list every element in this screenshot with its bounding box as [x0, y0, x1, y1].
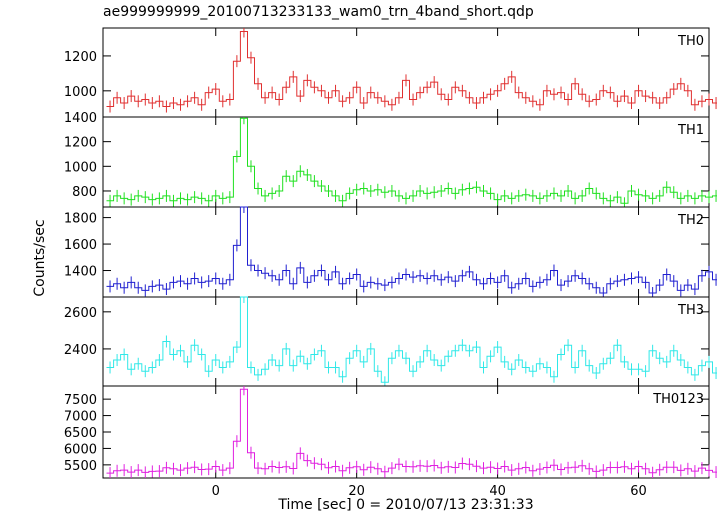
ytick-label-th0-1: 1200: [64, 50, 97, 65]
ytick-label-th2-0: 1400: [64, 265, 97, 280]
x-axis-label: Time [sec] 0 = 2010/07/13 23:31:33: [278, 497, 534, 513]
panel-label-th2: TH2: [677, 213, 704, 228]
series-th3: [106, 296, 717, 383]
panel-label-th0123: TH0123: [652, 392, 704, 407]
series-th0: [106, 31, 717, 107]
series-th1: [106, 117, 717, 204]
panel-label-th0: TH0: [677, 34, 704, 49]
ytick-label-th2-2: 1800: [64, 212, 97, 227]
ytick-label-th3-0: 2400: [64, 343, 97, 358]
panel-frame-th3: [102, 296, 710, 387]
series-th2: [106, 206, 717, 294]
series-th0123: [106, 388, 717, 474]
xtick-label-3: 60: [630, 484, 647, 499]
panel-frame-th0: [102, 27, 710, 118]
ytick-label-th0123-1: 6000: [64, 442, 97, 457]
panel-label-th3: TH3: [677, 303, 704, 318]
ytick-label-th0123-3: 7000: [64, 410, 97, 425]
xtick-label-1: 20: [348, 484, 365, 499]
ytick-label-th0-0: 1000: [64, 85, 97, 100]
ytick-label-th1-0: 800: [72, 185, 97, 200]
ytick-label-th1-3: 1400: [64, 111, 97, 126]
ytick-label-th0123-2: 6500: [64, 426, 97, 441]
ytick-label-th1-1: 1000: [64, 160, 97, 175]
ytick-label-th1-2: 1200: [64, 136, 97, 151]
ytick-label-th0123-4: 7500: [64, 393, 97, 408]
ytick-label-th0123-0: 5500: [64, 459, 97, 474]
ytick-label-th3-1: 2600: [64, 306, 97, 321]
chart-title: ae999999999_20100713233133_wam0_trn_4ban…: [103, 4, 534, 20]
panel-frame-th2: [102, 206, 710, 298]
panel-label-th1: TH1: [677, 123, 704, 138]
xtick-label-0: 0: [212, 484, 220, 499]
ytick-label-th2-1: 1600: [64, 238, 97, 253]
xtick-label-2: 40: [489, 484, 506, 499]
